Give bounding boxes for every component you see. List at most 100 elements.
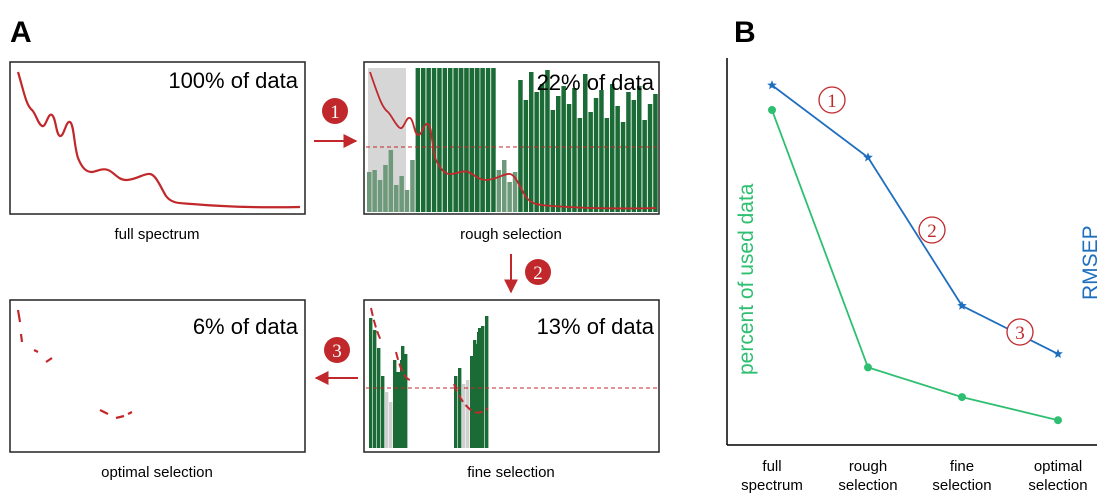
x-tick-label: rough xyxy=(849,458,887,475)
x-tick-label: fine xyxy=(950,458,974,475)
rough-bar xyxy=(642,120,647,212)
full-spectrum-curve xyxy=(16,71,301,209)
rough-bar xyxy=(550,110,556,212)
step-1-number: 1 xyxy=(330,102,340,123)
rough-bar xyxy=(599,90,604,212)
rough-bar xyxy=(604,118,610,212)
fine-bar xyxy=(389,402,393,448)
fine-bar xyxy=(377,348,381,448)
step-1-arrow: 1 xyxy=(314,98,358,148)
rmsep-point xyxy=(957,300,967,310)
fine-spectrum-dashes xyxy=(370,307,489,414)
rough-bar xyxy=(388,150,394,212)
full-pct-label: 100% of data xyxy=(168,68,298,93)
rough-bar xyxy=(518,80,523,212)
rough-bar xyxy=(399,176,404,212)
full-caption: full spectrum xyxy=(114,226,199,243)
percent-point xyxy=(958,393,966,402)
rough-bar xyxy=(426,68,431,212)
rough-bar xyxy=(577,118,583,212)
rough-bar xyxy=(372,170,377,212)
step-2-badge xyxy=(525,259,551,285)
rough-bar xyxy=(491,68,496,212)
rough-bar xyxy=(431,68,437,212)
rough-bar xyxy=(464,68,469,212)
rough-bar xyxy=(502,160,507,212)
percent-point xyxy=(864,363,872,372)
chart-step-1-marker: 1 xyxy=(818,86,846,114)
chart-step-2-marker: 2 xyxy=(918,216,946,244)
rough-bar xyxy=(653,94,658,212)
rough-pct-label: 22% of data xyxy=(537,70,655,95)
rough-bar xyxy=(415,68,421,212)
optimal-pct-label: 6% of data xyxy=(193,314,299,339)
fine-bar xyxy=(481,326,485,448)
step-2-number: 2 xyxy=(533,263,543,284)
fine-selection-panel: 13% of data xyxy=(363,299,660,453)
step-3-number: 3 xyxy=(332,341,342,362)
rough-bar xyxy=(367,172,372,212)
rough-bar xyxy=(453,68,458,212)
rough-bar xyxy=(529,72,534,212)
fine-bar xyxy=(404,354,408,448)
fine-bar xyxy=(466,380,470,448)
rough-bar xyxy=(448,68,453,212)
rough-bar xyxy=(377,180,383,212)
fine-bar xyxy=(373,330,377,448)
svg-text:2: 2 xyxy=(927,221,937,242)
fine-bar xyxy=(458,368,462,448)
x-tick-labels: full spectrum rough selection fine selection o… xyxy=(741,458,1087,494)
percent-point xyxy=(768,106,776,114)
fine-bar xyxy=(462,384,466,448)
fine-pct-label: 13% of data xyxy=(537,314,655,339)
fine-bar xyxy=(473,340,477,448)
fine-bar xyxy=(385,392,389,448)
panel-letter-a: A xyxy=(10,16,32,49)
x-tick-label: spectrum xyxy=(741,477,803,494)
step-3-arrow: 3 xyxy=(314,337,358,385)
rough-bar xyxy=(421,68,426,212)
fine-bar xyxy=(393,360,397,448)
optimal-spectrum-fragments xyxy=(16,309,133,420)
step-3-badge xyxy=(324,337,350,363)
rough-bar xyxy=(437,68,442,212)
rough-bar xyxy=(556,96,561,212)
rough-bar xyxy=(615,106,620,212)
rough-bar xyxy=(410,160,415,212)
full-spectrum-panel: 100% of data xyxy=(9,61,306,215)
rough-bar xyxy=(534,92,539,212)
rough-bar xyxy=(572,88,577,212)
rough-selection-panel: 22% of data xyxy=(363,61,660,215)
series-points-percent xyxy=(768,106,1062,425)
percent-point xyxy=(1054,416,1062,425)
optimal-caption: optimal selection xyxy=(101,464,213,481)
rough-bar xyxy=(512,172,518,212)
rough-bar xyxy=(620,122,626,212)
series-line-rmsep xyxy=(771,84,1059,355)
fine-bar xyxy=(381,376,385,448)
rough-bar xyxy=(593,98,599,212)
rough-bar xyxy=(383,165,388,212)
rough-bar xyxy=(583,74,588,212)
fine-bar xyxy=(485,316,489,448)
rough-bar xyxy=(507,182,512,212)
x-tick-label: full xyxy=(762,458,781,475)
rough-bar xyxy=(539,84,545,212)
rough-bar xyxy=(545,70,550,212)
rough-bar xyxy=(647,104,653,212)
rough-bar xyxy=(566,104,572,212)
rough-spectrum-curve xyxy=(369,71,657,210)
rough-bar xyxy=(561,86,566,212)
fine-bar xyxy=(369,318,373,448)
rough-bar xyxy=(588,112,593,212)
rough-caption: rough selection xyxy=(460,226,562,243)
x-tick-label: selection xyxy=(932,477,991,494)
series-points-rmsep xyxy=(767,80,1063,358)
y-axis-label-left: percent of used data xyxy=(735,183,758,375)
x-tick-label: selection xyxy=(1028,477,1087,494)
rough-bar xyxy=(404,190,410,212)
svg-text:3: 3 xyxy=(1015,323,1025,344)
rough-bar xyxy=(631,100,637,212)
step-2-arrow: 2 xyxy=(504,254,551,294)
